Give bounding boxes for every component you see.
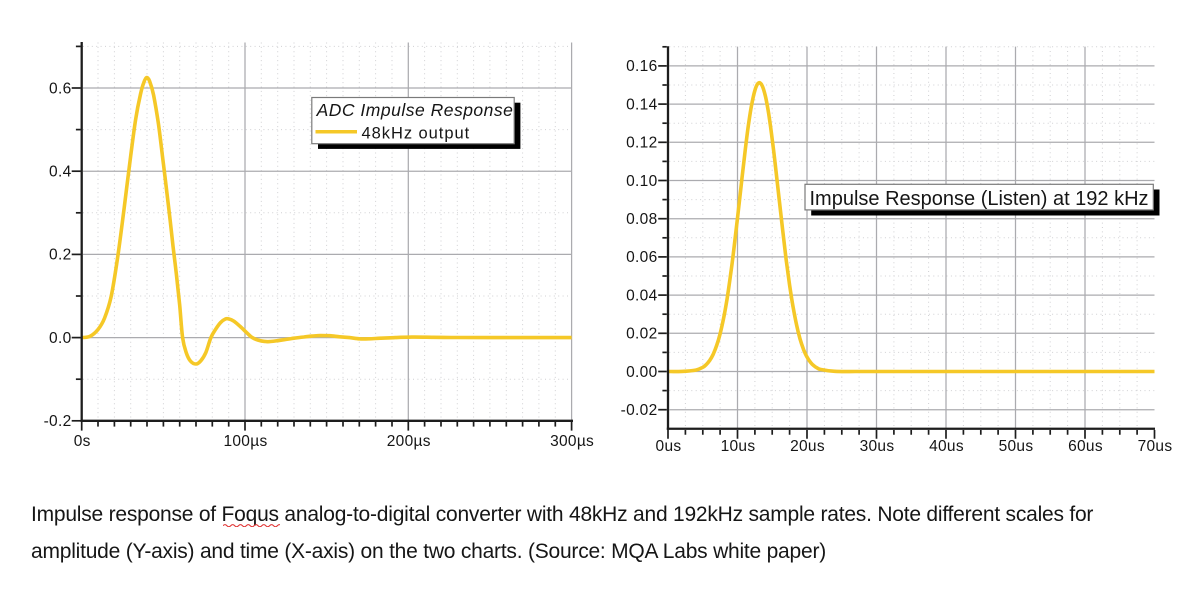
svg-text:30us: 30us bbox=[860, 438, 895, 455]
svg-text:300µs: 300µs bbox=[550, 433, 594, 450]
svg-text:0us: 0us bbox=[656, 438, 682, 455]
svg-text:0.4: 0.4 bbox=[49, 164, 72, 181]
svg-text:100µs: 100µs bbox=[223, 433, 267, 450]
svg-text:0.02: 0.02 bbox=[626, 326, 657, 343]
svg-text:0.6: 0.6 bbox=[49, 80, 71, 97]
svg-text:50us: 50us bbox=[999, 438, 1034, 455]
svg-text:0.10: 0.10 bbox=[626, 173, 657, 190]
svg-text:0.12: 0.12 bbox=[626, 135, 657, 152]
svg-text:10us: 10us bbox=[721, 438, 756, 455]
svg-text:-0.02: -0.02 bbox=[621, 402, 658, 419]
svg-text:-0.2: -0.2 bbox=[44, 413, 72, 430]
svg-text:Impulse Response (Listen) at 1: Impulse Response (Listen) at 192 kHz bbox=[810, 188, 1149, 210]
svg-text:0.16: 0.16 bbox=[626, 58, 657, 75]
svg-text:ADC Impulse Response: ADC Impulse Response bbox=[316, 100, 514, 120]
svg-text:48kHz output: 48kHz output bbox=[362, 124, 471, 142]
svg-text:20us: 20us bbox=[790, 438, 825, 455]
svg-text:60us: 60us bbox=[1068, 438, 1103, 455]
svg-text:0.06: 0.06 bbox=[626, 249, 657, 266]
svg-text:70us: 70us bbox=[1138, 438, 1173, 455]
svg-text:0.0: 0.0 bbox=[49, 330, 72, 347]
svg-text:0.00: 0.00 bbox=[626, 364, 657, 381]
svg-text:40us: 40us bbox=[929, 438, 964, 455]
svg-text:200µs: 200µs bbox=[387, 433, 431, 450]
svg-text:0.2: 0.2 bbox=[49, 247, 71, 264]
svg-text:0.08: 0.08 bbox=[626, 211, 657, 228]
svg-text:0s: 0s bbox=[74, 433, 91, 450]
svg-text:0.14: 0.14 bbox=[626, 96, 657, 113]
svg-text:0.04: 0.04 bbox=[626, 287, 657, 304]
